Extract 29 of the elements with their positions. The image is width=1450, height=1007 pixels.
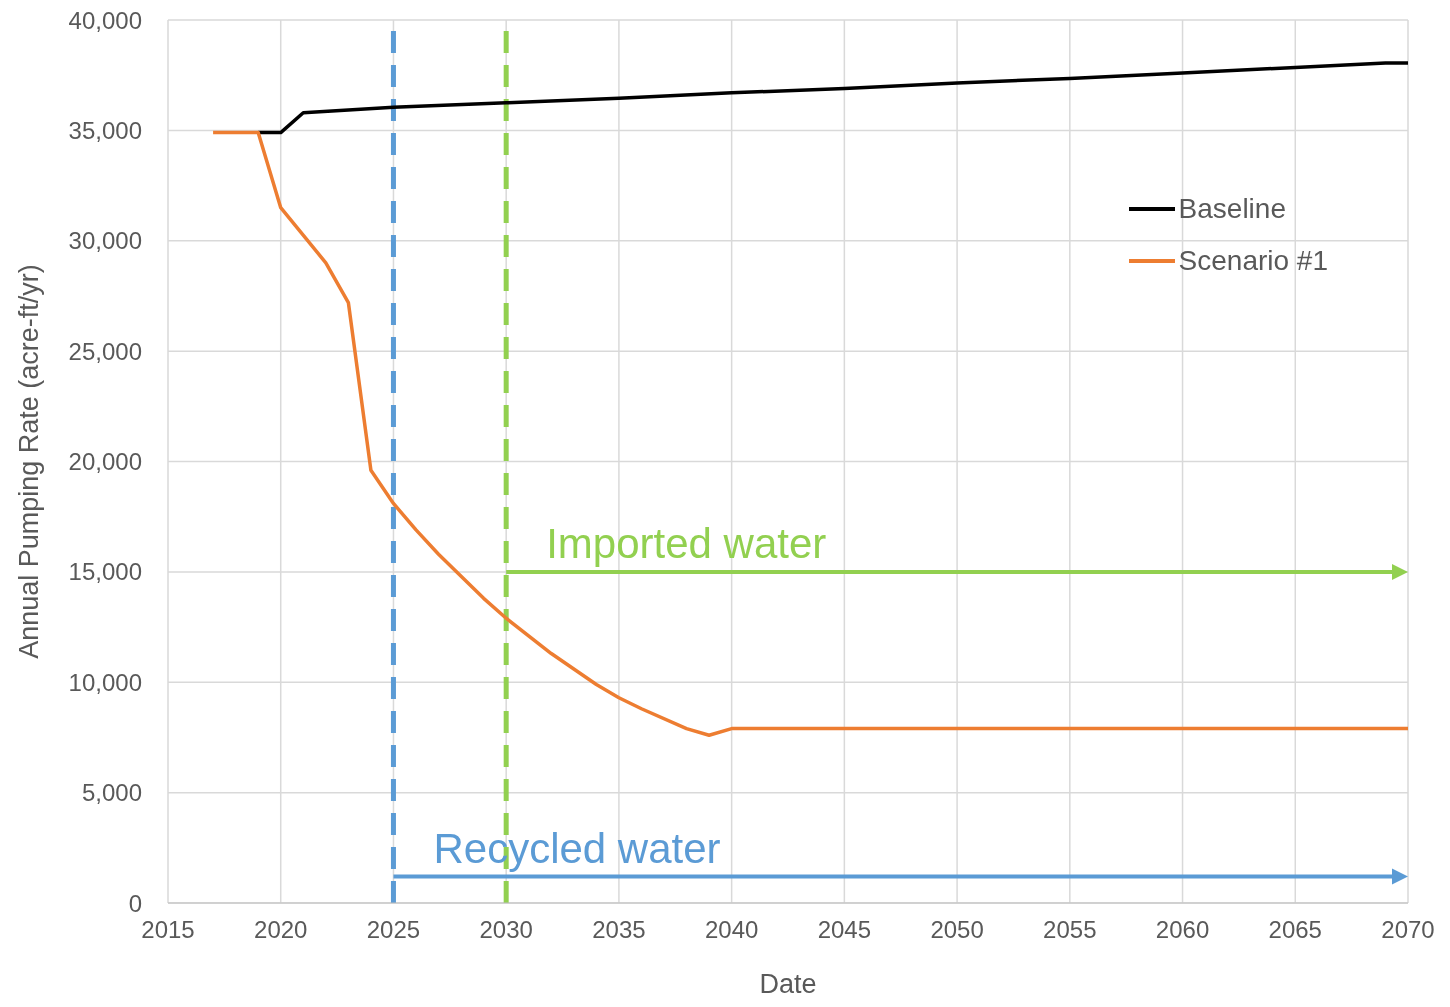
x-tick-label: 2045	[817, 916, 872, 944]
y-tick-label: 5,000	[81, 779, 142, 807]
annotation: Imported water	[546, 519, 827, 567]
legend-label: Scenario #1	[1178, 245, 1328, 277]
x-tick-label: 2040	[704, 916, 759, 944]
x-axis-title: Date	[759, 969, 817, 999]
x-tick-label: 2050	[930, 916, 984, 944]
y-tick-label: 15,000	[68, 558, 142, 586]
y-tick-label: 10,000	[68, 668, 142, 696]
x-tick-label: 2055	[1043, 916, 1097, 944]
x-tick-label: 2030	[479, 916, 533, 944]
y-tick-label: 20,000	[68, 448, 142, 476]
line-series	[256, 61, 1408, 135]
x-tick-label: 2025	[366, 916, 421, 944]
y-tick-label: 35,000	[68, 116, 142, 144]
annotation: Recycled water	[433, 824, 721, 872]
x-tick-label: 2070	[1381, 916, 1435, 944]
x-tick-label: 2035	[592, 916, 646, 944]
x-tick-label: 2060	[1155, 916, 1210, 944]
y-tick-label: 40,000	[68, 6, 142, 34]
y-tick-label: 30,000	[68, 227, 142, 255]
y-tick-label: 0	[128, 889, 142, 917]
legend-label: Baseline	[1178, 193, 1286, 225]
x-tick-label: 2020	[254, 916, 308, 944]
y-axis-title: Annual Pumping Rate (acre-ft/yr)	[13, 264, 44, 659]
line-series	[211, 130, 1408, 737]
x-tick-label: 2065	[1268, 916, 1322, 944]
y-tick-label: 25,000	[68, 337, 142, 365]
x-tick-label: 2015	[141, 916, 195, 944]
